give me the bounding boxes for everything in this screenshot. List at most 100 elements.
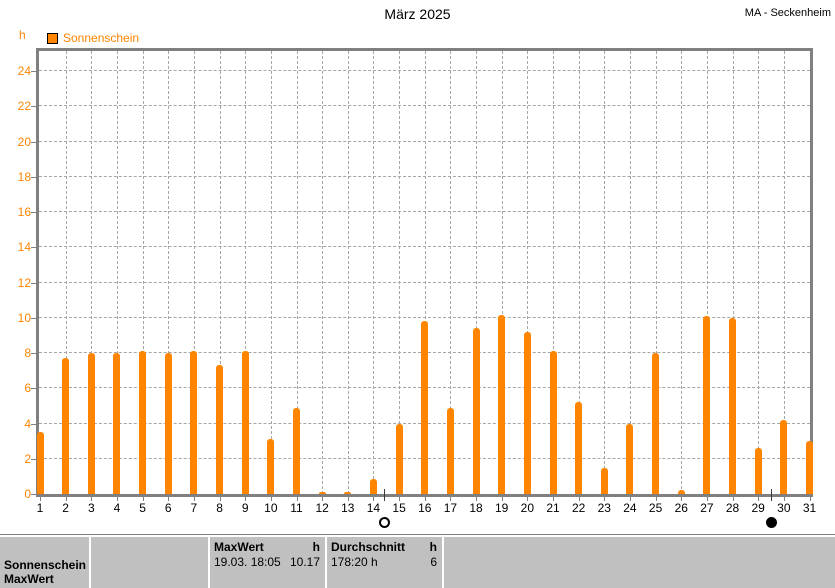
plot-area (36, 48, 813, 497)
x-tick-label-day-19: 19 (495, 501, 509, 515)
x-tick-day-31 (809, 496, 811, 501)
bar-day-20 (523, 331, 531, 494)
x-tick-label-day-8: 8 (216, 501, 223, 515)
y-tick-label-22: 22 (17, 99, 31, 114)
x-tick-day-9 (245, 496, 247, 501)
x-tick-label-day-17: 17 (443, 501, 458, 515)
h-gridline-16 (39, 211, 810, 212)
stat-label: MaxWert (4, 572, 54, 586)
x-tick-day-25 (655, 496, 657, 501)
bar-day-19 (498, 314, 506, 494)
v-gridline-day-14 (373, 51, 375, 494)
bar-day-22 (575, 402, 583, 494)
v-gridline-day-13 (347, 51, 349, 494)
y-tick-label-14: 14 (17, 240, 31, 255)
x-tick-label-day-31: 31 (802, 501, 817, 515)
new-moon-icon (766, 517, 778, 528)
durchschnitt-unit-header: h (429, 540, 437, 554)
v-gridline-day-3 (91, 51, 93, 494)
x-tick-label-day-2: 2 (62, 501, 69, 515)
y-tick-label-2: 2 (24, 451, 31, 466)
bar-day-8 (216, 365, 224, 494)
bar-day-12 (318, 492, 326, 494)
y-tick-label-16: 16 (17, 205, 31, 219)
x-tick-day-16 (424, 496, 426, 501)
bar-day-31 (806, 441, 813, 494)
new-moon-tick (771, 489, 773, 501)
x-tick-day-13 (347, 496, 349, 501)
x-tick-label-day-25: 25 (648, 501, 663, 515)
y-tick-20 (31, 141, 37, 143)
y-tick-2 (31, 458, 37, 460)
x-tick-label-day-3: 3 (87, 501, 95, 515)
v-gridline-day-11 (296, 51, 298, 494)
x-tick-label-day-23: 23 (597, 501, 611, 515)
y-tick-label-18: 18 (17, 169, 31, 184)
v-gridline-day-12 (322, 51, 324, 494)
x-tick-day-30 (783, 496, 785, 501)
bar-day-18 (472, 328, 480, 494)
x-tick-label-day-14: 14 (366, 501, 381, 515)
bar-day-17 (446, 407, 454, 494)
v-gridline-day-7 (193, 51, 195, 494)
x-tick-day-8 (219, 496, 221, 501)
v-gridline-day-6 (168, 51, 170, 494)
v-gridline-day-16 (424, 51, 426, 494)
v-gridline-day-8 (219, 51, 221, 494)
h-gridline-20 (39, 140, 810, 142)
x-tick-label-day-16: 16 (418, 501, 432, 515)
v-gridline-day-28 (732, 51, 734, 494)
stats-cell-maxwert: MaxWert h 19.03. 18:05 10.17 (208, 535, 325, 588)
y-tick-label-10: 10 (17, 310, 31, 325)
stats-cell-empty-2 (442, 535, 835, 588)
bar-day-7 (190, 351, 198, 494)
h-gridline-22 (39, 105, 810, 107)
x-tick-label-day-27: 27 (700, 501, 714, 515)
x-tick-day-24 (629, 496, 631, 501)
x-tick-label-day-4: 4 (113, 501, 121, 515)
x-tick-day-26 (681, 496, 683, 501)
x-tick-day-23 (604, 496, 606, 501)
x-tick-label-day-12: 12 (315, 501, 329, 515)
full-moon-tick (383, 489, 385, 501)
bar-day-28 (729, 317, 737, 494)
x-tick-day-4 (116, 496, 118, 501)
x-tick-day-20 (527, 496, 529, 501)
y-axis-unit-label: h (19, 28, 26, 42)
x-tick-day-6 (168, 496, 170, 501)
legend: Sonnenschein (47, 31, 139, 45)
h-gridline-18 (39, 175, 810, 177)
x-tick-day-19 (501, 496, 503, 501)
bar-day-2 (62, 358, 70, 494)
x-tick-label-day-28: 28 (725, 501, 740, 515)
bar-day-21 (549, 351, 557, 494)
maxwert-date-time: 19.03. 18:05 (214, 555, 281, 569)
y-tick-label-24: 24 (17, 64, 31, 78)
bar-day-1 (36, 432, 44, 494)
h-gridline-14 (39, 246, 810, 248)
v-gridline-day-23 (604, 51, 606, 494)
h-gridline-10 (39, 316, 810, 318)
bar-day-9 (241, 351, 249, 494)
x-tick-day-10 (270, 496, 272, 501)
stats-cell-empty-1 (89, 535, 208, 588)
y-tick-22 (31, 106, 37, 108)
y-tick-16 (31, 212, 37, 213)
bar-day-14 (369, 479, 377, 494)
y-tick-14 (31, 247, 37, 249)
maxwert-value: 10.17 (289, 555, 320, 569)
v-gridline-day-26 (681, 51, 683, 494)
y-tick-12 (31, 282, 37, 284)
v-gridline-day-4 (116, 51, 118, 494)
y-tick-label-0: 0 (24, 487, 31, 501)
x-tick-day-14 (373, 496, 375, 501)
x-tick-label-day-24: 24 (623, 501, 637, 515)
x-tick-day-11 (296, 496, 298, 501)
v-gridline-day-9 (245, 51, 247, 494)
v-gridline-day-10 (270, 51, 272, 494)
v-gridline-day-22 (578, 51, 580, 494)
bar-day-24 (626, 423, 634, 494)
h-gridline-24 (39, 70, 810, 71)
y-tick-8 (31, 353, 37, 354)
bar-day-27 (703, 316, 711, 494)
